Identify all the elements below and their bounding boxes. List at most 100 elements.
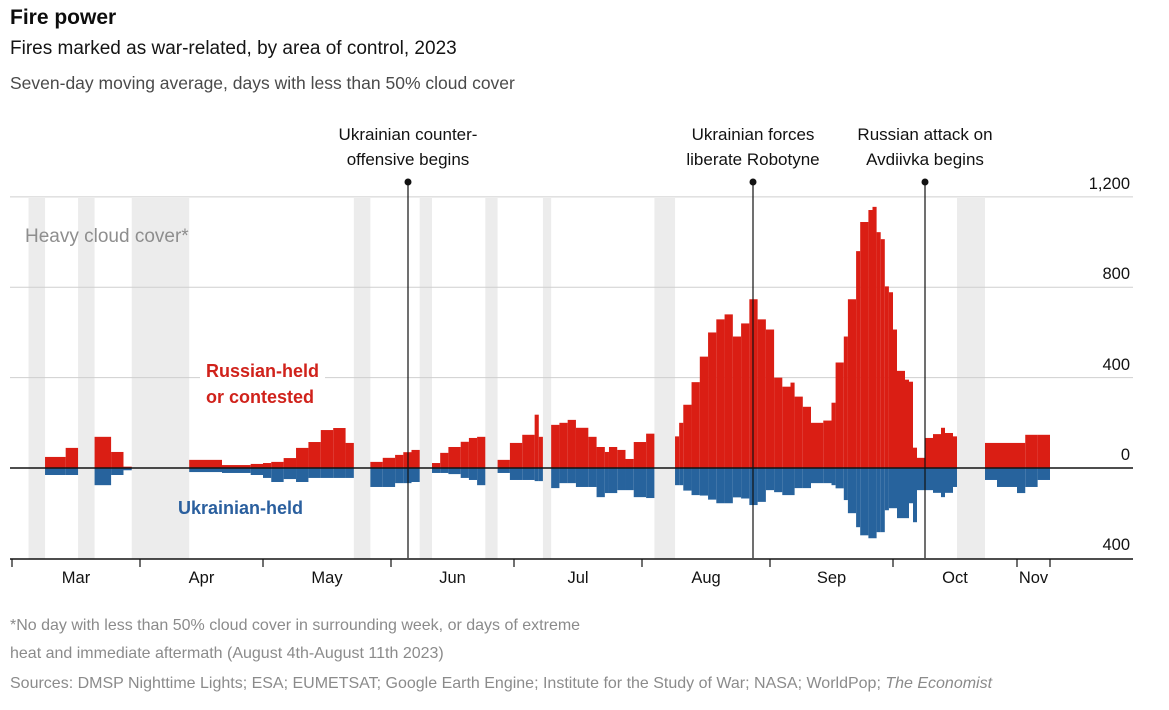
x-axis-month-label: Mar — [61, 569, 91, 587]
bar-ukrainian-held — [477, 468, 486, 486]
bar-ukrainian-held — [716, 468, 725, 504]
bar-russian-held — [884, 286, 889, 468]
bar-russian-held — [909, 381, 913, 468]
bar-russian-held — [802, 406, 811, 468]
cloud-cover-band — [131, 198, 190, 559]
russian-held-line1: Russian-held — [206, 361, 320, 381]
bar-ukrainian-held — [1025, 468, 1038, 487]
bar-russian-held — [559, 422, 568, 468]
bar-ukrainian-held — [811, 468, 824, 484]
bar-ukrainian-held — [588, 468, 597, 487]
event-marker-dot — [921, 178, 929, 186]
event-marker-dot — [749, 178, 757, 186]
bar-ukrainian-held — [382, 468, 396, 487]
bar-russian-held — [1017, 442, 1026, 468]
bar-ukrainian-held — [509, 468, 523, 480]
bar-ukrainian-held — [608, 468, 618, 494]
bar-russian-held — [732, 336, 742, 468]
bar-russian-held — [460, 441, 469, 468]
y-axis-label: 400 — [1102, 355, 1130, 374]
bar-russian-held — [888, 292, 893, 468]
bar-ukrainian-held — [604, 468, 609, 494]
bar-russian-held — [765, 329, 775, 468]
bar-ukrainian-held — [847, 468, 857, 514]
bar-russian-held — [534, 414, 539, 468]
bar-ukrainian-held — [522, 468, 535, 480]
bar-russian-held — [724, 314, 733, 468]
bar-ukrainian-held — [222, 468, 251, 473]
bar-russian-held — [604, 451, 609, 468]
bar-russian-held — [953, 436, 957, 468]
bar-russian-held — [880, 239, 885, 468]
bar-russian-held — [432, 463, 441, 468]
bar-ukrainian-held — [271, 468, 284, 483]
x-axis-month-label: May — [311, 569, 343, 587]
bar-russian-held — [925, 437, 933, 468]
bar-ukrainian-held — [94, 468, 112, 486]
chart-subtitle: Fires marked as war-related, by area of … — [10, 38, 457, 59]
bar-russian-held — [683, 404, 692, 468]
heavy-cloud-cover-label: Heavy cloud cover* — [25, 226, 189, 247]
bar-ukrainian-held — [575, 468, 589, 487]
bar-russian-held — [296, 447, 309, 468]
bar-ukrainian-held — [888, 468, 893, 509]
bar-ukrainian-held — [925, 468, 933, 491]
bar-ukrainian-held — [1037, 468, 1050, 480]
bar-russian-held — [835, 362, 844, 468]
bar-ukrainian-held — [111, 468, 124, 476]
bar-ukrainian-held — [843, 468, 848, 501]
bar-russian-held — [708, 332, 717, 468]
annotation-line1: Russian attack on — [857, 125, 993, 144]
x-axis-month-label: Aug — [691, 569, 721, 587]
bar-ukrainian-held — [308, 468, 321, 478]
bar-ukrainian-held — [468, 468, 478, 480]
bar-russian-held — [189, 459, 222, 468]
bar-russian-held — [897, 370, 905, 468]
annotation-line2: liberate Robotyne — [686, 150, 820, 169]
bar-ukrainian-held — [945, 468, 953, 493]
bar-russian-held — [596, 446, 605, 468]
cloud-cover-band — [654, 198, 676, 559]
bar-ukrainian-held — [868, 468, 873, 539]
bar-ukrainian-held — [551, 468, 560, 489]
bar-ukrainian-held — [856, 468, 861, 528]
annotation-avdiivka: Russian attack on Avdiivka begins — [857, 122, 992, 172]
bar-ukrainian-held — [189, 468, 222, 473]
bar-russian-held — [522, 434, 535, 468]
chart-note: Seven-day moving average, days with less… — [10, 73, 515, 93]
bar-ukrainian-held — [876, 468, 881, 533]
bar-ukrainian-held — [831, 468, 836, 486]
cloud-cover-band — [957, 198, 985, 559]
bar-russian-held — [646, 433, 655, 468]
bar-ukrainian-held — [296, 468, 309, 483]
annotation-counteroffensive: Ukrainian counter- offensive begins — [339, 122, 478, 172]
x-axis-month-label: Jun — [439, 569, 466, 587]
bar-russian-held — [847, 299, 857, 468]
bar-russian-held — [905, 379, 909, 468]
bar-russian-held — [448, 446, 461, 468]
bar-russian-held — [283, 458, 297, 468]
bar-russian-held — [370, 461, 383, 468]
page-title: Fire power — [10, 6, 117, 29]
bar-russian-held — [551, 424, 560, 468]
annotation-line2: offensive begins — [346, 150, 470, 169]
bar-ukrainian-held — [774, 468, 783, 493]
bar-ukrainian-held — [691, 468, 700, 496]
bar-russian-held — [588, 436, 597, 468]
bar-ukrainian-held — [567, 468, 576, 484]
bar-russian-held — [679, 422, 684, 468]
bar-ukrainian-held — [724, 468, 733, 504]
bar-russian-held — [856, 251, 861, 468]
bar-ukrainian-held — [985, 468, 997, 480]
bar-ukrainian-held — [884, 468, 889, 511]
bar-ukrainian-held — [559, 468, 568, 484]
bar-ukrainian-held — [765, 468, 775, 491]
bar-ukrainian-held — [790, 468, 795, 496]
bar-russian-held — [45, 456, 66, 468]
bar-russian-held — [831, 402, 836, 468]
bar-ukrainian-held — [617, 468, 626, 491]
bar-ukrainian-held — [782, 468, 791, 496]
bar-ukrainian-held — [633, 468, 647, 498]
bar-russian-held — [716, 319, 725, 468]
